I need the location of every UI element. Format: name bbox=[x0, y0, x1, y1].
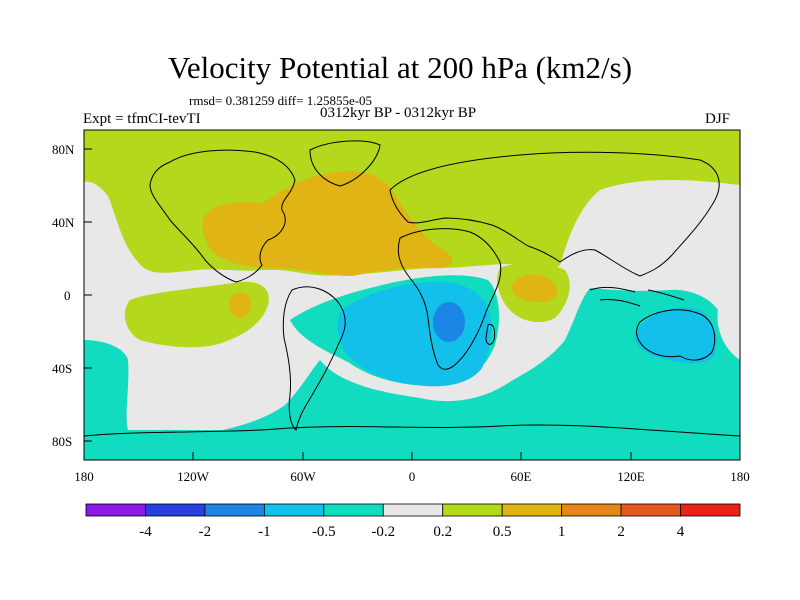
coastline-north-america bbox=[149, 149, 296, 283]
lat-label-80s: 80S bbox=[52, 434, 72, 449]
latitude-ticks bbox=[84, 148, 92, 442]
lon-label-120w: 120W bbox=[177, 469, 210, 484]
colorbar-swatch bbox=[680, 503, 741, 517]
colorbar-swatch bbox=[85, 503, 146, 517]
colorbar-swatch bbox=[620, 503, 681, 517]
positive-moderate-region-pacific bbox=[229, 292, 251, 318]
coastline-antarctica bbox=[84, 424, 740, 437]
colorbar: -4 -2 -1 -0.5 -0.2 0.2 0.5 1 2 4 bbox=[85, 503, 741, 540]
positive-moderate-region-atlantic bbox=[202, 171, 453, 276]
positive-moderate-region-indian bbox=[511, 274, 558, 302]
latitude-labels: 80N 40N 0 40S 80S bbox=[52, 142, 75, 449]
lat-label-eq: 0 bbox=[64, 288, 71, 303]
colorbar-label: 0.5 bbox=[493, 524, 512, 540]
coastline-greenland bbox=[309, 140, 381, 187]
colorbar-swatch bbox=[442, 503, 503, 517]
negative-moderate-region-australia bbox=[634, 307, 717, 364]
colorbar-swatch bbox=[263, 503, 325, 517]
map-title: Velocity Potential at 200 hPa (km2/s) bbox=[167, 50, 633, 85]
colorbar-swatch bbox=[382, 503, 444, 517]
stats-text: rmsd= 0.381259 diff= 1.25855e-05 bbox=[189, 93, 373, 108]
colorbar-swatch bbox=[145, 503, 206, 517]
colorbar-label: 2 bbox=[617, 524, 625, 540]
period-label: 0312kyr BP - 0312kyr BP bbox=[320, 105, 477, 121]
lon-label-120e: 120E bbox=[617, 469, 645, 484]
colorbar-label: -1 bbox=[258, 524, 271, 540]
experiment-label: Expt = tfmCI-tevTI bbox=[83, 111, 201, 127]
lon-label-60w: 60W bbox=[290, 469, 316, 484]
colorbar-swatch bbox=[204, 503, 265, 517]
colorbar-label: -2 bbox=[199, 524, 212, 540]
longitude-labels: 180 120W 60W 0 60E 120E 180 bbox=[74, 469, 750, 484]
coastlines bbox=[84, 140, 740, 437]
lon-label-180e: 180 bbox=[730, 469, 750, 484]
negative-weak-region-south bbox=[84, 288, 740, 436]
lon-label-60e: 60E bbox=[511, 469, 532, 484]
coastline-maritime-asia bbox=[589, 286, 685, 307]
colorbar-label: 1 bbox=[558, 524, 566, 540]
longitude-ticks bbox=[83, 452, 741, 460]
coastline-madagascar bbox=[485, 323, 496, 345]
colorbar-label: -0.2 bbox=[371, 524, 395, 540]
colorbar-label: -0.5 bbox=[312, 524, 336, 540]
lat-label-40s: 40S bbox=[52, 361, 72, 376]
colorbar-label: 0.2 bbox=[433, 524, 452, 540]
coastline-australia bbox=[636, 309, 716, 361]
lon-label-180w: 180 bbox=[74, 469, 94, 484]
coastline-africa bbox=[397, 228, 502, 370]
negative-strong-region-africa bbox=[433, 302, 465, 342]
season-label: DJF bbox=[705, 111, 731, 127]
colorbar-swatch bbox=[561, 503, 622, 517]
colorbar-label: -4 bbox=[139, 524, 152, 540]
colorbar-swatch bbox=[501, 503, 563, 517]
coastline-eurasia bbox=[389, 151, 720, 277]
lat-label-80n: 80N bbox=[52, 142, 75, 157]
coastline-south-america bbox=[282, 286, 346, 431]
colorbar-swatch bbox=[323, 503, 384, 517]
colorbar-label: 4 bbox=[677, 524, 685, 540]
lat-label-40n: 40N bbox=[52, 215, 75, 230]
contour-fills bbox=[84, 130, 740, 460]
lon-label-0: 0 bbox=[409, 469, 416, 484]
